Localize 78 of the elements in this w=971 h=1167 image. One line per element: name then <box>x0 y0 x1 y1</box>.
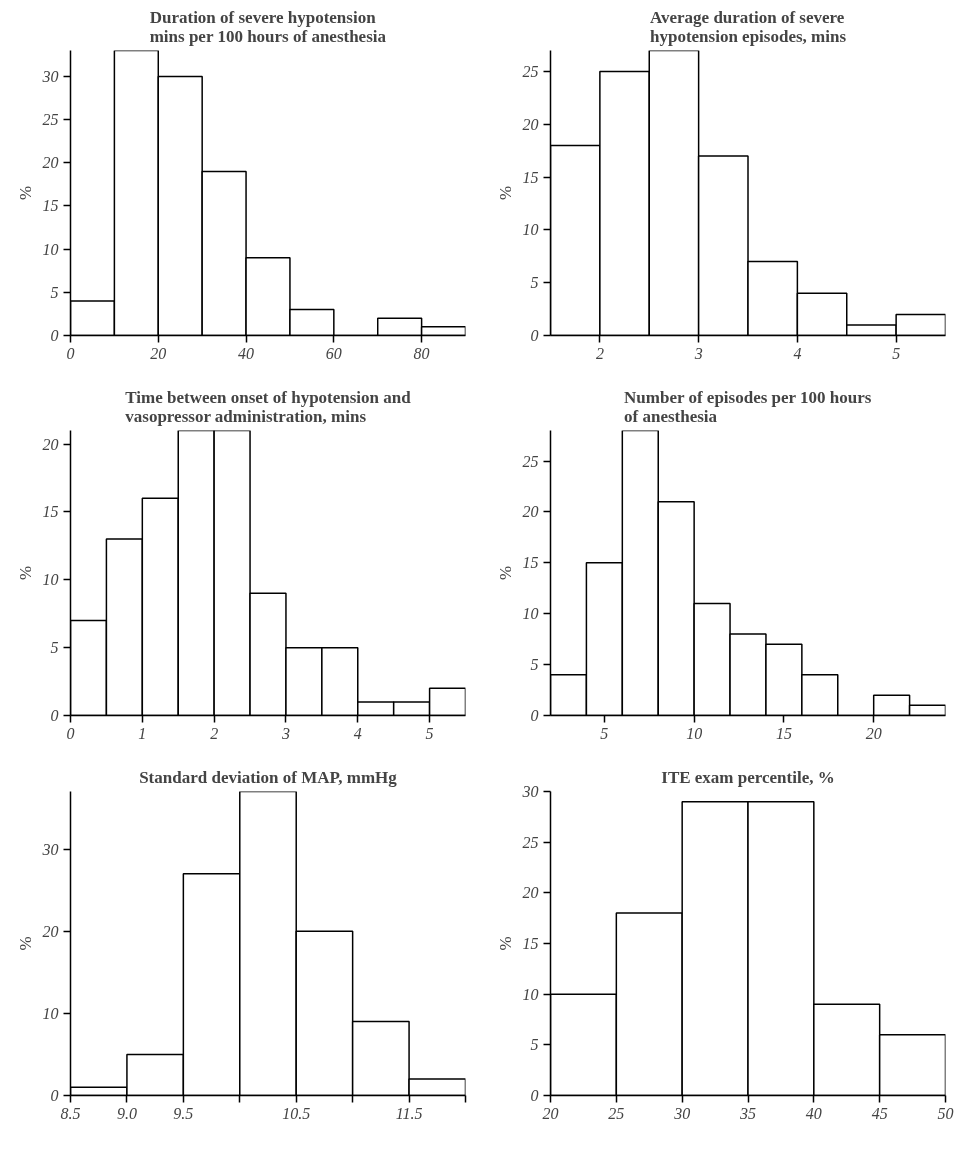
y-tick-label: 10 <box>42 1004 59 1022</box>
x-tick-label: 5 <box>600 724 609 742</box>
x-tick-label: 2 <box>210 724 219 742</box>
x-tick-label: 50 <box>937 1104 954 1122</box>
chart-title: Average duration of severe hypotension episodes, mins <box>649 7 847 46</box>
x-tick-label: 0 <box>66 344 75 362</box>
y-tick-label: 0 <box>530 1087 539 1104</box>
y-tick-label: 15 <box>522 168 539 186</box>
y-tick-label: 0 <box>50 327 59 344</box>
y-axis-title: % <box>15 936 35 951</box>
x-tick-label: 10.5 <box>282 1104 311 1122</box>
x-tick-label: 3 <box>280 724 290 742</box>
y-tick-label: 15 <box>522 935 539 952</box>
x-tick-label: 20 <box>150 344 167 362</box>
x-tick-label: 45 <box>871 1104 888 1122</box>
x-tick-label: 20 <box>865 724 882 742</box>
chart-title: ITE exam percentile, % <box>661 767 835 787</box>
y-tick-label: 10 <box>522 221 539 239</box>
x-tick-label: 40 <box>805 1104 822 1122</box>
y-tick-label: 0 <box>530 327 539 344</box>
x-tick-label: 30 <box>673 1104 691 1122</box>
y-tick-label: 15 <box>522 554 539 572</box>
y-tick-label: 20 <box>522 884 539 902</box>
y-tick-label: 25 <box>522 452 539 470</box>
y-tick-label: 5 <box>530 656 539 674</box>
x-tick-label: 5 <box>425 724 434 742</box>
x-tick-label: 60 <box>325 344 342 362</box>
chart-title: Standard deviation of MAP, mmHg <box>139 767 398 787</box>
chart-title: Number of episodes per 100 hours of anesthesia <box>624 387 872 426</box>
y-tick-label: 20 <box>42 154 59 172</box>
y-axis-title: % <box>495 185 515 201</box>
y-tick-label: 5 <box>50 283 59 301</box>
x-tick-label: 5 <box>892 344 901 362</box>
x-tick-label: 4 <box>793 344 802 362</box>
y-axis-title: % <box>495 565 515 581</box>
y-tick-label: 10 <box>42 571 59 589</box>
x-tick-label: 11.5 <box>395 1104 423 1122</box>
x-tick-label: 35 <box>739 1104 756 1122</box>
x-tick-label: 3 <box>693 344 703 362</box>
y-tick-label: 30 <box>41 67 59 85</box>
x-tick-label: 2 <box>595 344 604 362</box>
y-tick-label: 10 <box>522 985 539 1003</box>
x-tick-label: 10 <box>686 724 703 742</box>
x-tick-label: 80 <box>413 344 430 362</box>
y-tick-label: 20 <box>522 503 539 521</box>
y-tick-label: 30 <box>41 840 59 858</box>
x-tick-label: 15 <box>775 724 792 742</box>
x-tick-label: 4 <box>353 724 362 742</box>
y-tick-label: 25 <box>522 63 539 81</box>
chart-title: Time between onset of hypotension and vasopressor administration, mins <box>125 387 412 426</box>
y-tick-label: 10 <box>42 240 59 258</box>
y-tick-label: 20 <box>42 922 59 940</box>
x-tick-label: 25 <box>608 1104 625 1122</box>
x-tick-label: 9.5 <box>173 1104 194 1122</box>
y-tick-label: 5 <box>530 1036 539 1054</box>
y-axis-title: % <box>15 565 35 581</box>
y-axis-title: % <box>495 936 515 951</box>
y-tick-label: 15 <box>42 197 59 215</box>
x-tick-label: 9.0 <box>116 1104 137 1122</box>
y-tick-label: 0 <box>50 1087 59 1104</box>
x-tick-label: 1 <box>138 724 147 742</box>
y-tick-label: 10 <box>522 605 539 623</box>
y-tick-label: 25 <box>522 833 539 851</box>
y-axis-title: % <box>15 185 35 201</box>
x-tick-label: 20 <box>542 1104 559 1122</box>
x-tick-label: 0 <box>66 724 75 742</box>
y-tick-label: 20 <box>522 115 539 133</box>
y-tick-label: 20 <box>42 435 59 453</box>
y-tick-label: 30 <box>521 783 539 800</box>
chart-title: Duration of severe hypotension mins per 100 hours of anesthesia <box>149 7 387 46</box>
y-tick-label: 25 <box>42 111 59 129</box>
x-tick-label: 8.5 <box>60 1104 81 1122</box>
y-tick-label: 0 <box>530 707 539 724</box>
y-tick-label: 15 <box>42 503 59 521</box>
y-tick-label: 5 <box>530 274 539 292</box>
x-tick-label: 40 <box>238 344 255 362</box>
y-tick-label: 5 <box>50 639 59 657</box>
y-tick-label: 0 <box>50 707 59 724</box>
